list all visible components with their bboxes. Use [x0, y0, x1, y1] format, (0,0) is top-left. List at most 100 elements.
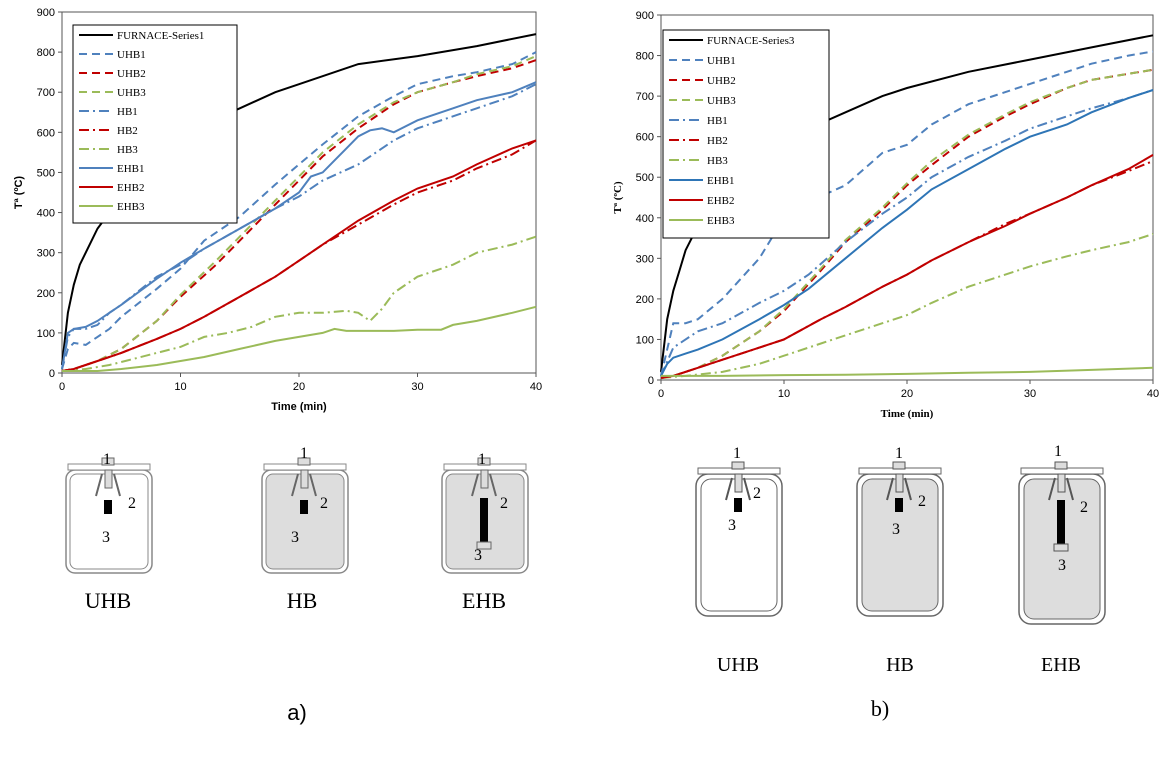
- x-tick-label: 20: [901, 388, 913, 400]
- num-2-uhb-b: 2: [753, 485, 761, 502]
- chart-a: 0 100 200 300 400 500 600 700 800 900 0 10 20 30 40 Tim…: [13, 7, 542, 413]
- ehb-section-b: [1018, 461, 1106, 625]
- legend-entry: EHB1: [117, 163, 145, 175]
- series-line-uhb1: [61, 51, 537, 370]
- legend-entry: EHB2: [117, 182, 145, 194]
- x-tick-label: 30: [1024, 388, 1036, 400]
- legend-entry: UHB3: [117, 87, 146, 99]
- series-line-uhb3: [61, 55, 537, 372]
- x-tick-label: 10: [174, 381, 186, 393]
- x-tick-label: 30: [411, 381, 423, 393]
- series-line-ehb3: [661, 366, 1154, 377]
- num-2-ehb-a: 2: [500, 495, 508, 512]
- uhb-section-a: [65, 457, 153, 574]
- x-tick-label: 0: [658, 388, 664, 400]
- legend-entry: HB3: [117, 144, 138, 156]
- y-tick-label: 100: [636, 334, 654, 346]
- legend-entry: EHB3: [117, 201, 145, 213]
- num-2-hb-a: 2: [320, 495, 328, 512]
- num-3-hb-a: 3: [291, 529, 299, 546]
- uhb-section-b: [695, 461, 783, 617]
- y-tick-label: 0: [49, 368, 55, 380]
- ehb-label-a: EHB: [462, 588, 506, 613]
- num-1-uhb-a: 1: [103, 451, 111, 468]
- y-tick-label: 800: [636, 51, 654, 63]
- series-line-hb1: [61, 83, 537, 370]
- legend-entry: HB1: [707, 115, 728, 127]
- y-tick-label: 300: [37, 248, 55, 260]
- y-tick-label: 900: [37, 7, 55, 19]
- legend-entry: EHB3: [707, 215, 735, 227]
- hb-label-b: HB: [886, 654, 914, 676]
- legend-entry: UHB2: [117, 68, 146, 80]
- y-tick-label: 500: [37, 167, 55, 179]
- hb-section-b: [856, 461, 944, 617]
- num-3-hb-b: 3: [892, 521, 900, 538]
- series-line-hb3: [660, 233, 1154, 379]
- x-tick-label: 20: [293, 381, 305, 393]
- y-axis-title: Tª (ºC): [13, 176, 25, 209]
- x-axis-title: Time (min): [881, 408, 934, 420]
- series-line-hb1: [660, 89, 1154, 377]
- legend: [72, 24, 238, 224]
- legend-entry: UHB1: [117, 49, 146, 61]
- legend-entry: FURNACE-Series1: [117, 30, 204, 42]
- y-axis-title: Tª (ºC): [612, 181, 624, 214]
- y-tick-label: 800: [37, 47, 55, 59]
- y-tick-label: 600: [636, 132, 654, 144]
- num-2-hb-b: 2: [918, 493, 926, 510]
- num-2-ehb-b: 2: [1080, 499, 1088, 516]
- hb-label-a: HB: [286, 588, 318, 613]
- num-3-ehb-a: 3: [474, 547, 482, 564]
- num-3-ehb-b: 3: [1058, 557, 1066, 574]
- y-tick-label: 200: [636, 294, 654, 306]
- y-tick-label: 500: [636, 172, 654, 184]
- panel-label-a: a): [287, 700, 307, 725]
- series-line-ehb2: [61, 139, 537, 372]
- uhb-label-a: UHB: [84, 588, 132, 613]
- legend-entry: EHB2: [707, 195, 735, 207]
- legend-entry: UHB2: [707, 75, 736, 87]
- series-line-ehb1: [61, 81, 537, 370]
- legend-entry: HB3: [707, 155, 728, 167]
- y-tick-label: 600: [37, 127, 55, 139]
- x-axis-title: Time (min): [271, 401, 327, 413]
- series-line-ehb3: [62, 305, 537, 372]
- sections-a-drawings: 1 2 3 1 2 3 1 2 3: [65, 445, 529, 574]
- x-tick-label: 0: [59, 381, 65, 393]
- legend-entry: UHB3: [707, 95, 736, 107]
- panel-label-b: b): [870, 696, 890, 721]
- series-line-uhb3: [660, 68, 1154, 379]
- y-tick-label: 300: [636, 253, 654, 265]
- num-1-hb-a: 1: [300, 445, 308, 462]
- num-1-hb-b: 1: [895, 445, 903, 462]
- series-line-ehb1: [660, 89, 1154, 377]
- num-3-uhb-a: 3: [102, 529, 110, 546]
- ehb-label-b: EHB: [1041, 654, 1081, 676]
- legend-entry: UHB1: [707, 55, 736, 67]
- uhb-label-b: UHB: [716, 654, 760, 676]
- x-tick-label: 40: [1147, 388, 1159, 400]
- num-3-uhb-b: 3: [728, 517, 736, 534]
- series-line-uhb1: [660, 50, 1154, 377]
- num-1-ehb-a: 1: [478, 451, 486, 468]
- legend-entry: EHB1: [707, 175, 735, 187]
- y-tick-label: 100: [37, 328, 55, 340]
- num-1-ehb-b: 1: [1054, 443, 1062, 460]
- legend-entry: HB1: [117, 106, 138, 118]
- sections-a: 1 2 3 1 2 3 1 2 3 UHB HB EHB: [0, 440, 580, 640]
- chart-b: 0 100 200 300 400 500 600 700 800 900 0 10 20 30 40 Tim…: [612, 10, 1159, 420]
- y-tick-label: 900: [636, 10, 654, 22]
- y-tick-label: 200: [37, 288, 55, 300]
- hb-section-a: [261, 457, 349, 574]
- sections-b: 1 2 3 1 2 3 1 2 3 UHB HB EHB: [600, 430, 1163, 690]
- ehb-section-a: [441, 457, 529, 574]
- series-line-hb3: [61, 235, 537, 372]
- x-tick-label: 10: [778, 388, 790, 400]
- num-1-uhb-b: 1: [733, 445, 741, 462]
- legend-entry: HB2: [707, 135, 728, 147]
- y-tick-label: 0: [648, 375, 654, 387]
- num-2-uhb-a: 2: [128, 495, 136, 512]
- legend: [662, 29, 830, 239]
- y-tick-label: 700: [37, 87, 55, 99]
